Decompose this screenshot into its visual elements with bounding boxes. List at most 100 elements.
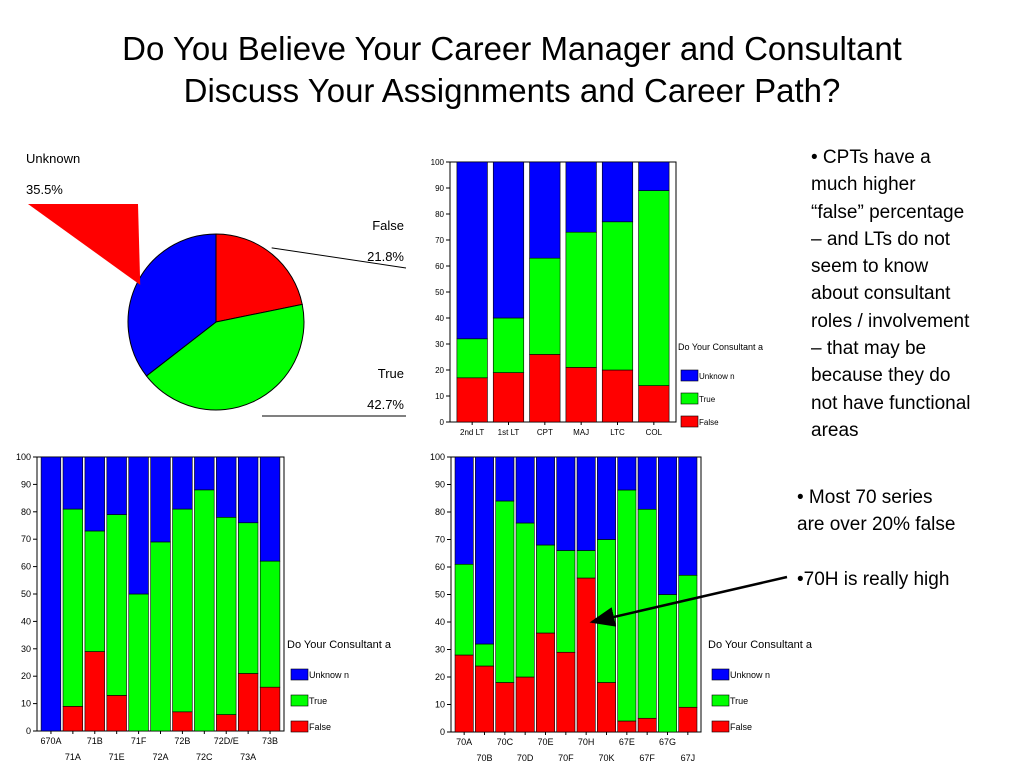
rank-bar-chart: 0 10 20 30 40 50 60 70 80 90 100 2nd LT 1st LT CPT MAJ… [431, 158, 763, 437]
pie-label-false: False [372, 218, 404, 233]
y-tick-label: 80 [435, 507, 445, 517]
bar-segment-unknown [536, 456, 555, 546]
bar-segment-true [678, 574, 698, 708]
bar-segment-false [259, 686, 281, 732]
note-line: – that may be [811, 338, 927, 360]
note-line: are over 20% false [797, 514, 956, 536]
y-tick-label: 10 [435, 392, 444, 401]
bar-segment-unknown [617, 456, 637, 491]
x-tick-label: CPT [537, 428, 553, 437]
bar-segment-unknown [565, 161, 597, 233]
bar-segment-true [536, 544, 555, 634]
note-line: because they do [811, 365, 951, 387]
bar-segment-unknown [638, 161, 670, 191]
y-tick-label: 40 [435, 314, 444, 323]
bar-segment-true [601, 221, 634, 371]
series70-note: • Most 70 series are over 20% false •70H … [797, 484, 1022, 593]
y-tick-label: 70 [435, 535, 445, 545]
y-tick-label: 70 [435, 236, 444, 245]
unknown-callout-wedge [28, 204, 141, 285]
bar-segment-true [216, 516, 237, 715]
y-tick-label: 100 [431, 158, 445, 167]
y-tick-label: 100 [430, 452, 445, 462]
legend-title: Do Your Consultant a [287, 639, 392, 651]
bar-segment-false [529, 354, 561, 423]
x-tick-label: 71F [131, 736, 147, 746]
y-tick-label: 0 [440, 418, 445, 427]
bar-segment-unknown [601, 161, 634, 223]
y-tick-label: 30 [435, 645, 445, 655]
y-tick-label: 50 [21, 589, 31, 599]
x-tick-label: 1st LT [498, 428, 520, 437]
note-line [797, 539, 1022, 566]
bar-segment-false [475, 665, 494, 733]
cpt-note: • CPTs have a much higher “false” percenta… [811, 144, 1021, 444]
legend-title: Do Your Consultant a [678, 342, 763, 352]
y-tick-label: 0 [26, 726, 31, 736]
bar-segment-false [237, 673, 259, 732]
pie-label-unknown: Unknown [26, 151, 80, 166]
y-tick-label: 80 [21, 507, 31, 517]
x-tick-label: 72D/E [214, 736, 239, 746]
bar-segment-true [556, 550, 576, 653]
bar-segment-unknown [454, 456, 474, 565]
x-tick-label: LTC [610, 428, 625, 437]
legend-label: Unknow n [730, 670, 770, 680]
bar-segment-false [456, 377, 488, 423]
legend-label: False [309, 722, 331, 732]
note-line: • Most 70 series [797, 487, 933, 508]
bar-segment-true [658, 594, 677, 733]
x-tick-label: 73B [262, 736, 278, 746]
bar-segment-false [515, 676, 535, 733]
legend-swatch [680, 392, 699, 405]
title-line-1: Do You Believe Your Career Manager and C… [122, 30, 902, 67]
bar-segment-unknown [106, 456, 127, 515]
pie-slice-unknown [127, 233, 217, 377]
bar-segment-false [454, 654, 474, 733]
y-tick-label: 20 [435, 366, 444, 375]
x-tick-label: 2nd LT [460, 428, 484, 437]
y-tick-label: 60 [21, 562, 31, 572]
series71-bar-chart: 0 10 20 30 40 50 60 70 80 90 100 670A 71A 71B 71E 71F 72… [16, 452, 392, 762]
x-tick-label: 70D [517, 753, 534, 763]
legend-swatch [711, 720, 730, 733]
bar-segment-unknown [475, 456, 494, 645]
bar-segment-unknown [40, 456, 62, 732]
pie-value-true: 42.7% [367, 397, 404, 412]
legend-label: True [699, 395, 716, 404]
y-tick-label: 90 [435, 184, 444, 193]
bar-segment-false [106, 695, 127, 732]
bar-segment-unknown [259, 456, 281, 562]
bar-segment-true [529, 257, 561, 355]
bar-segment-true [576, 550, 596, 579]
pie-value-unknown: 35.5% [26, 182, 63, 197]
x-tick-label: 67J [681, 753, 696, 763]
bar-segment-true [597, 539, 616, 683]
bar-segment-false [216, 714, 237, 732]
bar-segment-true [617, 489, 637, 722]
bar-segment-false [172, 711, 193, 732]
bar-segment-unknown [150, 456, 171, 543]
bar-segment-false [576, 577, 596, 733]
y-tick-label: 100 [16, 452, 31, 462]
slide-title: Do You Believe Your Career Manager and C… [0, 28, 1024, 112]
bar-segment-false [536, 632, 555, 733]
y-tick-label: 80 [435, 210, 444, 219]
x-tick-label: COL [646, 428, 663, 437]
bar-segment-false [601, 369, 634, 423]
false-leader-line [271, 247, 407, 269]
bar-segment-false [495, 682, 515, 733]
bar-segment-unknown [237, 456, 259, 524]
y-tick-label: 40 [435, 617, 445, 627]
x-tick-label: 72A [152, 752, 168, 762]
note-line: much higher [811, 174, 916, 196]
legend-title: Do Your Consultant a [708, 639, 813, 651]
note-line: about consultant [811, 283, 951, 305]
bar-segment-unknown [529, 161, 561, 259]
legend-label: True [309, 696, 327, 706]
bar-segment-unknown [576, 456, 596, 551]
bar-segment-false [637, 717, 657, 733]
bar-segment-unknown [556, 456, 576, 551]
x-tick-label: 67F [639, 753, 655, 763]
